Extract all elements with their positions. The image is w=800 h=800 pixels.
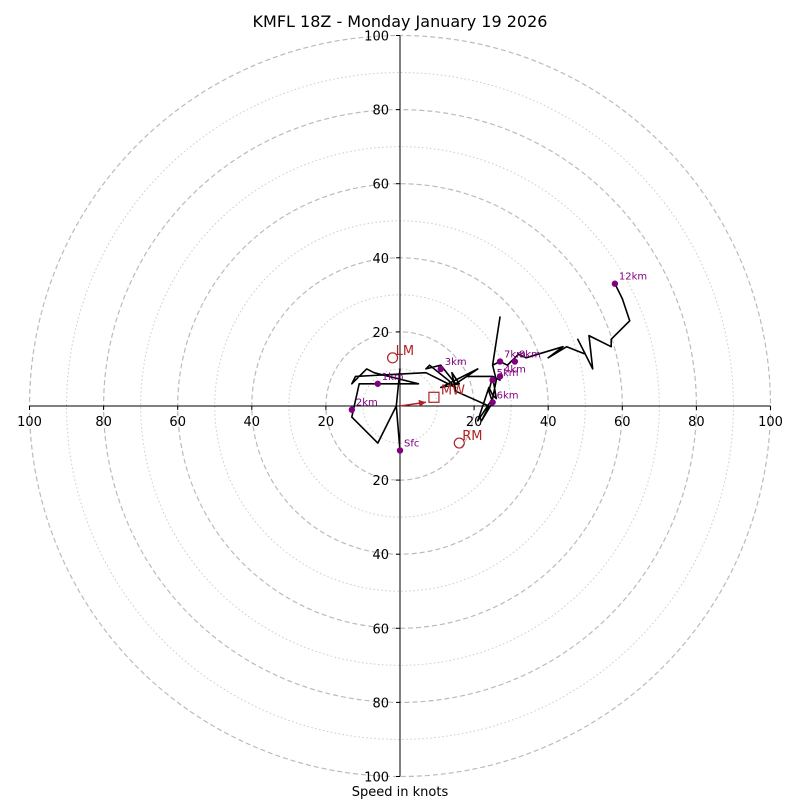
tick-label-top-100: 100: [364, 30, 389, 45]
height-marker-1km: [374, 380, 381, 387]
tick-label-top-40: 40: [372, 252, 389, 267]
height-marker-3km: [437, 365, 444, 373]
tick-label-bottom-60: 60: [372, 622, 389, 637]
tick-label-top-20: 20: [372, 326, 389, 341]
tick-label-left-60: 60: [169, 415, 186, 430]
height-marker-7km: [496, 358, 504, 365]
tick-label-bottom-100: 100: [364, 771, 389, 786]
height-label-sfc: Sfc: [404, 438, 419, 449]
storm-label-lm: LM: [396, 344, 414, 359]
height-label-1km: 1km: [382, 372, 404, 383]
tick-label-bottom-20: 20: [372, 474, 389, 489]
height-label-12km: 12km: [619, 272, 647, 283]
tick-label-right-80: 80: [688, 415, 705, 430]
height-marker-8km: [511, 358, 519, 365]
tick-label-top-60: 60: [372, 178, 389, 193]
tick-label-left-40: 40: [244, 415, 261, 430]
height-marker-2km: [348, 406, 356, 413]
shear-vector-arrowhead: [418, 399, 426, 407]
tick-label-left-100: 100: [17, 415, 42, 430]
tick-label-right-40: 40: [540, 415, 557, 430]
chart-title: KMFL 18Z - Monday January 19 2026: [253, 12, 548, 31]
hodograph-trace: [350, 283, 631, 451]
height-marker-4km: [496, 373, 504, 380]
height-label-8km: 8km: [519, 350, 541, 361]
x-axis-label: Speed in knots: [352, 785, 449, 800]
tick-label-right-100: 100: [758, 415, 783, 430]
height-label-3km: 3km: [445, 357, 467, 368]
storm-label-mw: MW: [441, 383, 465, 398]
storm-marker-lm: [386, 352, 399, 364]
storm-motion-markers: LM RM MW: [386, 344, 483, 449]
height-label-6km: 6km: [497, 390, 519, 401]
tick-label-top-80: 80: [372, 104, 389, 119]
height-label-7km: 7km: [504, 350, 526, 361]
storm-marker-rm: [453, 437, 465, 449]
tick-label-bottom-40: 40: [372, 548, 389, 563]
height-label-5km: 5km: [497, 368, 519, 379]
storm-marker-mw: [428, 391, 440, 403]
hodograph-line: [350, 283, 631, 451]
tick-label-left-80: 80: [95, 415, 112, 430]
height-label-4km: 4km: [504, 364, 526, 375]
tick-label-right-60: 60: [614, 415, 631, 430]
height-marker-6km: [489, 399, 496, 406]
height-marker-5km: [489, 376, 496, 384]
height-label-2km: 2km: [356, 398, 378, 409]
height-marker-sfc: [396, 447, 404, 454]
height-marker-12km: [611, 280, 619, 287]
tick-label-left-20: 20: [318, 415, 335, 430]
storm-label-rm: RM: [462, 429, 482, 444]
tick-label-bottom-80: 80: [372, 696, 389, 711]
